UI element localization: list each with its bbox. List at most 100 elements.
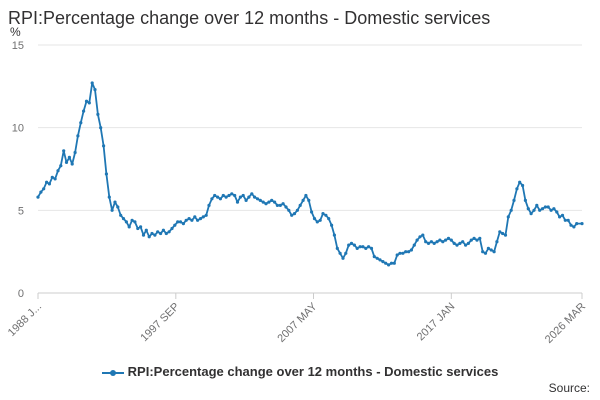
data-point[interactable] [113,200,117,204]
data-point[interactable] [501,231,505,236]
data-point[interactable] [327,217,331,221]
data-point[interactable] [238,195,242,199]
data-point[interactable] [244,198,248,202]
data-point[interactable] [549,208,553,212]
data-point[interactable] [56,169,60,173]
data-point[interactable] [250,192,254,196]
data-point[interactable] [107,195,111,199]
data-point[interactable] [483,251,488,255]
data-point[interactable] [273,200,277,204]
data-point[interactable] [201,215,205,219]
data-point[interactable] [515,187,519,191]
data-point[interactable] [53,177,57,181]
data-point[interactable] [93,88,97,92]
data-point[interactable] [290,213,294,217]
data-point[interactable] [216,195,220,199]
data-point[interactable] [543,205,548,209]
data-point[interactable] [176,220,180,224]
data-point[interactable] [424,240,428,244]
data-point[interactable] [444,238,448,242]
data-point[interactable] [304,193,308,198]
data-point[interactable] [452,241,456,245]
data-point[interactable] [367,245,371,249]
data-point[interactable] [96,112,100,116]
data-point[interactable] [509,208,513,212]
data-point[interactable] [47,182,52,186]
data-point[interactable] [355,246,359,250]
data-point[interactable] [498,230,502,234]
data-point[interactable] [523,198,528,202]
data-point[interactable] [224,195,228,199]
data-point[interactable] [278,203,282,207]
data-point[interactable] [532,208,536,212]
data-point[interactable] [198,217,203,221]
data-point[interactable] [449,238,453,242]
data-point[interactable] [344,251,348,255]
data-point[interactable] [298,203,302,207]
data-point[interactable] [387,263,391,267]
data-point[interactable] [210,197,214,201]
data-point[interactable] [184,218,188,222]
data-point[interactable] [529,212,533,216]
data-point[interactable] [566,218,570,222]
data-point[interactable] [159,231,163,236]
data-point[interactable] [233,193,237,198]
data-point[interactable] [401,251,405,255]
data-point[interactable] [110,208,114,212]
data-point[interactable] [119,213,123,217]
data-point[interactable] [335,246,339,250]
data-point[interactable] [292,212,297,216]
data-point[interactable] [70,162,74,166]
data-point[interactable] [84,99,89,103]
data-point[interactable] [42,187,46,191]
data-point[interactable] [87,101,91,105]
data-point[interactable] [518,180,522,184]
data-point[interactable] [36,195,40,199]
data-point[interactable] [62,149,66,153]
data-point[interactable] [170,226,174,231]
data-point[interactable] [221,193,225,198]
data-point[interactable] [526,207,530,211]
data-point[interactable] [506,215,510,219]
data-point[interactable] [270,198,274,202]
data-point[interactable] [258,198,262,202]
data-point[interactable] [378,258,382,262]
data-point[interactable] [446,236,451,240]
data-point[interactable] [196,218,200,222]
data-point[interactable] [82,109,86,113]
data-point[interactable] [99,126,103,130]
data-point[interactable] [90,81,94,85]
data-point[interactable] [50,175,54,179]
data-point[interactable] [167,230,171,234]
data-point[interactable] [136,226,140,231]
data-point[interactable] [495,240,499,244]
data-point[interactable] [227,193,231,198]
data-point[interactable] [538,208,542,212]
data-point[interactable] [318,218,322,222]
data-point[interactable] [404,250,408,254]
data-point[interactable] [153,233,157,237]
data-point[interactable] [418,235,422,239]
data-point[interactable] [264,202,268,206]
data-point[interactable] [358,245,362,249]
data-point[interactable] [127,225,131,229]
data-point[interactable] [438,238,442,242]
data-point[interactable] [261,200,265,204]
data-point[interactable] [375,256,379,260]
data-point[interactable] [73,150,77,155]
data-point[interactable] [193,215,197,219]
data-point[interactable] [187,217,191,221]
data-point[interactable] [432,241,436,245]
data-point[interactable] [307,198,311,202]
data-point[interactable] [130,218,134,222]
data-point[interactable] [332,233,336,237]
data-point[interactable] [441,240,445,244]
data-point[interactable] [79,121,83,125]
data-point[interactable] [546,205,550,209]
data-point[interactable] [560,213,565,217]
data-point[interactable] [247,195,251,199]
data-point[interactable] [133,220,137,224]
data-point[interactable] [458,241,462,245]
data-point[interactable] [59,164,63,168]
data-point[interactable] [464,243,468,247]
